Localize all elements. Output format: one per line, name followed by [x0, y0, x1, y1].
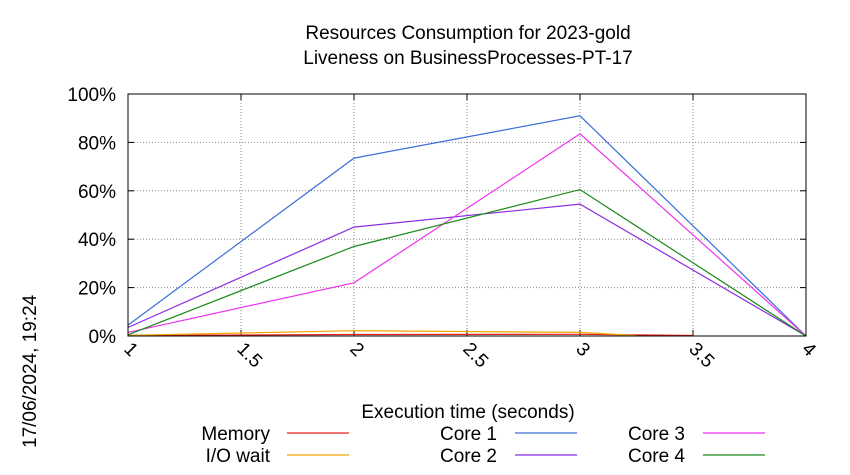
x-tick-label: 4 [797, 339, 820, 362]
chart-subtitle: Liveness on BusinessProcesses-PT-17 [303, 48, 633, 69]
y-tick-label: 0% [89, 327, 117, 348]
y-tick-label: 60% [78, 182, 116, 203]
legend-label: Core 1 [440, 424, 497, 445]
chart-title: Resources Consumption for 2023-gold [305, 23, 630, 44]
series-line-core-4 [127, 188, 807, 337]
series-line-core-2 [127, 203, 807, 337]
legend-label: Core 2 [440, 446, 497, 467]
timestamp: 17/06/2024, 19:24 [20, 294, 41, 448]
x-tick-label: 2 [345, 339, 367, 361]
y-tick-label: 100% [67, 85, 116, 106]
x-tick-label: 1 [119, 339, 141, 361]
legend-label: Memory [201, 424, 270, 445]
x-tick-labels: 1 1.5 2 2.5 3 3.5 4 [119, 339, 820, 373]
series-lines [127, 115, 807, 337]
x-tick-label: 2.5 [458, 339, 492, 373]
legend-label: Core 4 [628, 446, 685, 467]
y-tick-label: 80% [78, 133, 116, 154]
x-tick-label: 3.5 [684, 339, 718, 373]
x-tick-label: 1.5 [232, 339, 266, 373]
series-line-i-o-wait [127, 330, 637, 337]
x-tick-label: 3 [571, 339, 593, 361]
x-axis-label: Execution time (seconds) [361, 402, 574, 423]
y-tick-label: 40% [78, 230, 116, 251]
series-line-core-3 [127, 133, 807, 337]
y-tick-labels: 0% 20% 40% 60% 80% 100% [67, 85, 116, 348]
legend-label: I/O wait [206, 446, 271, 467]
y-tick-label: 20% [78, 279, 116, 300]
series-line-core-1 [127, 115, 807, 337]
legend-label: Core 3 [628, 424, 685, 445]
plot-frame [127, 93, 807, 337]
